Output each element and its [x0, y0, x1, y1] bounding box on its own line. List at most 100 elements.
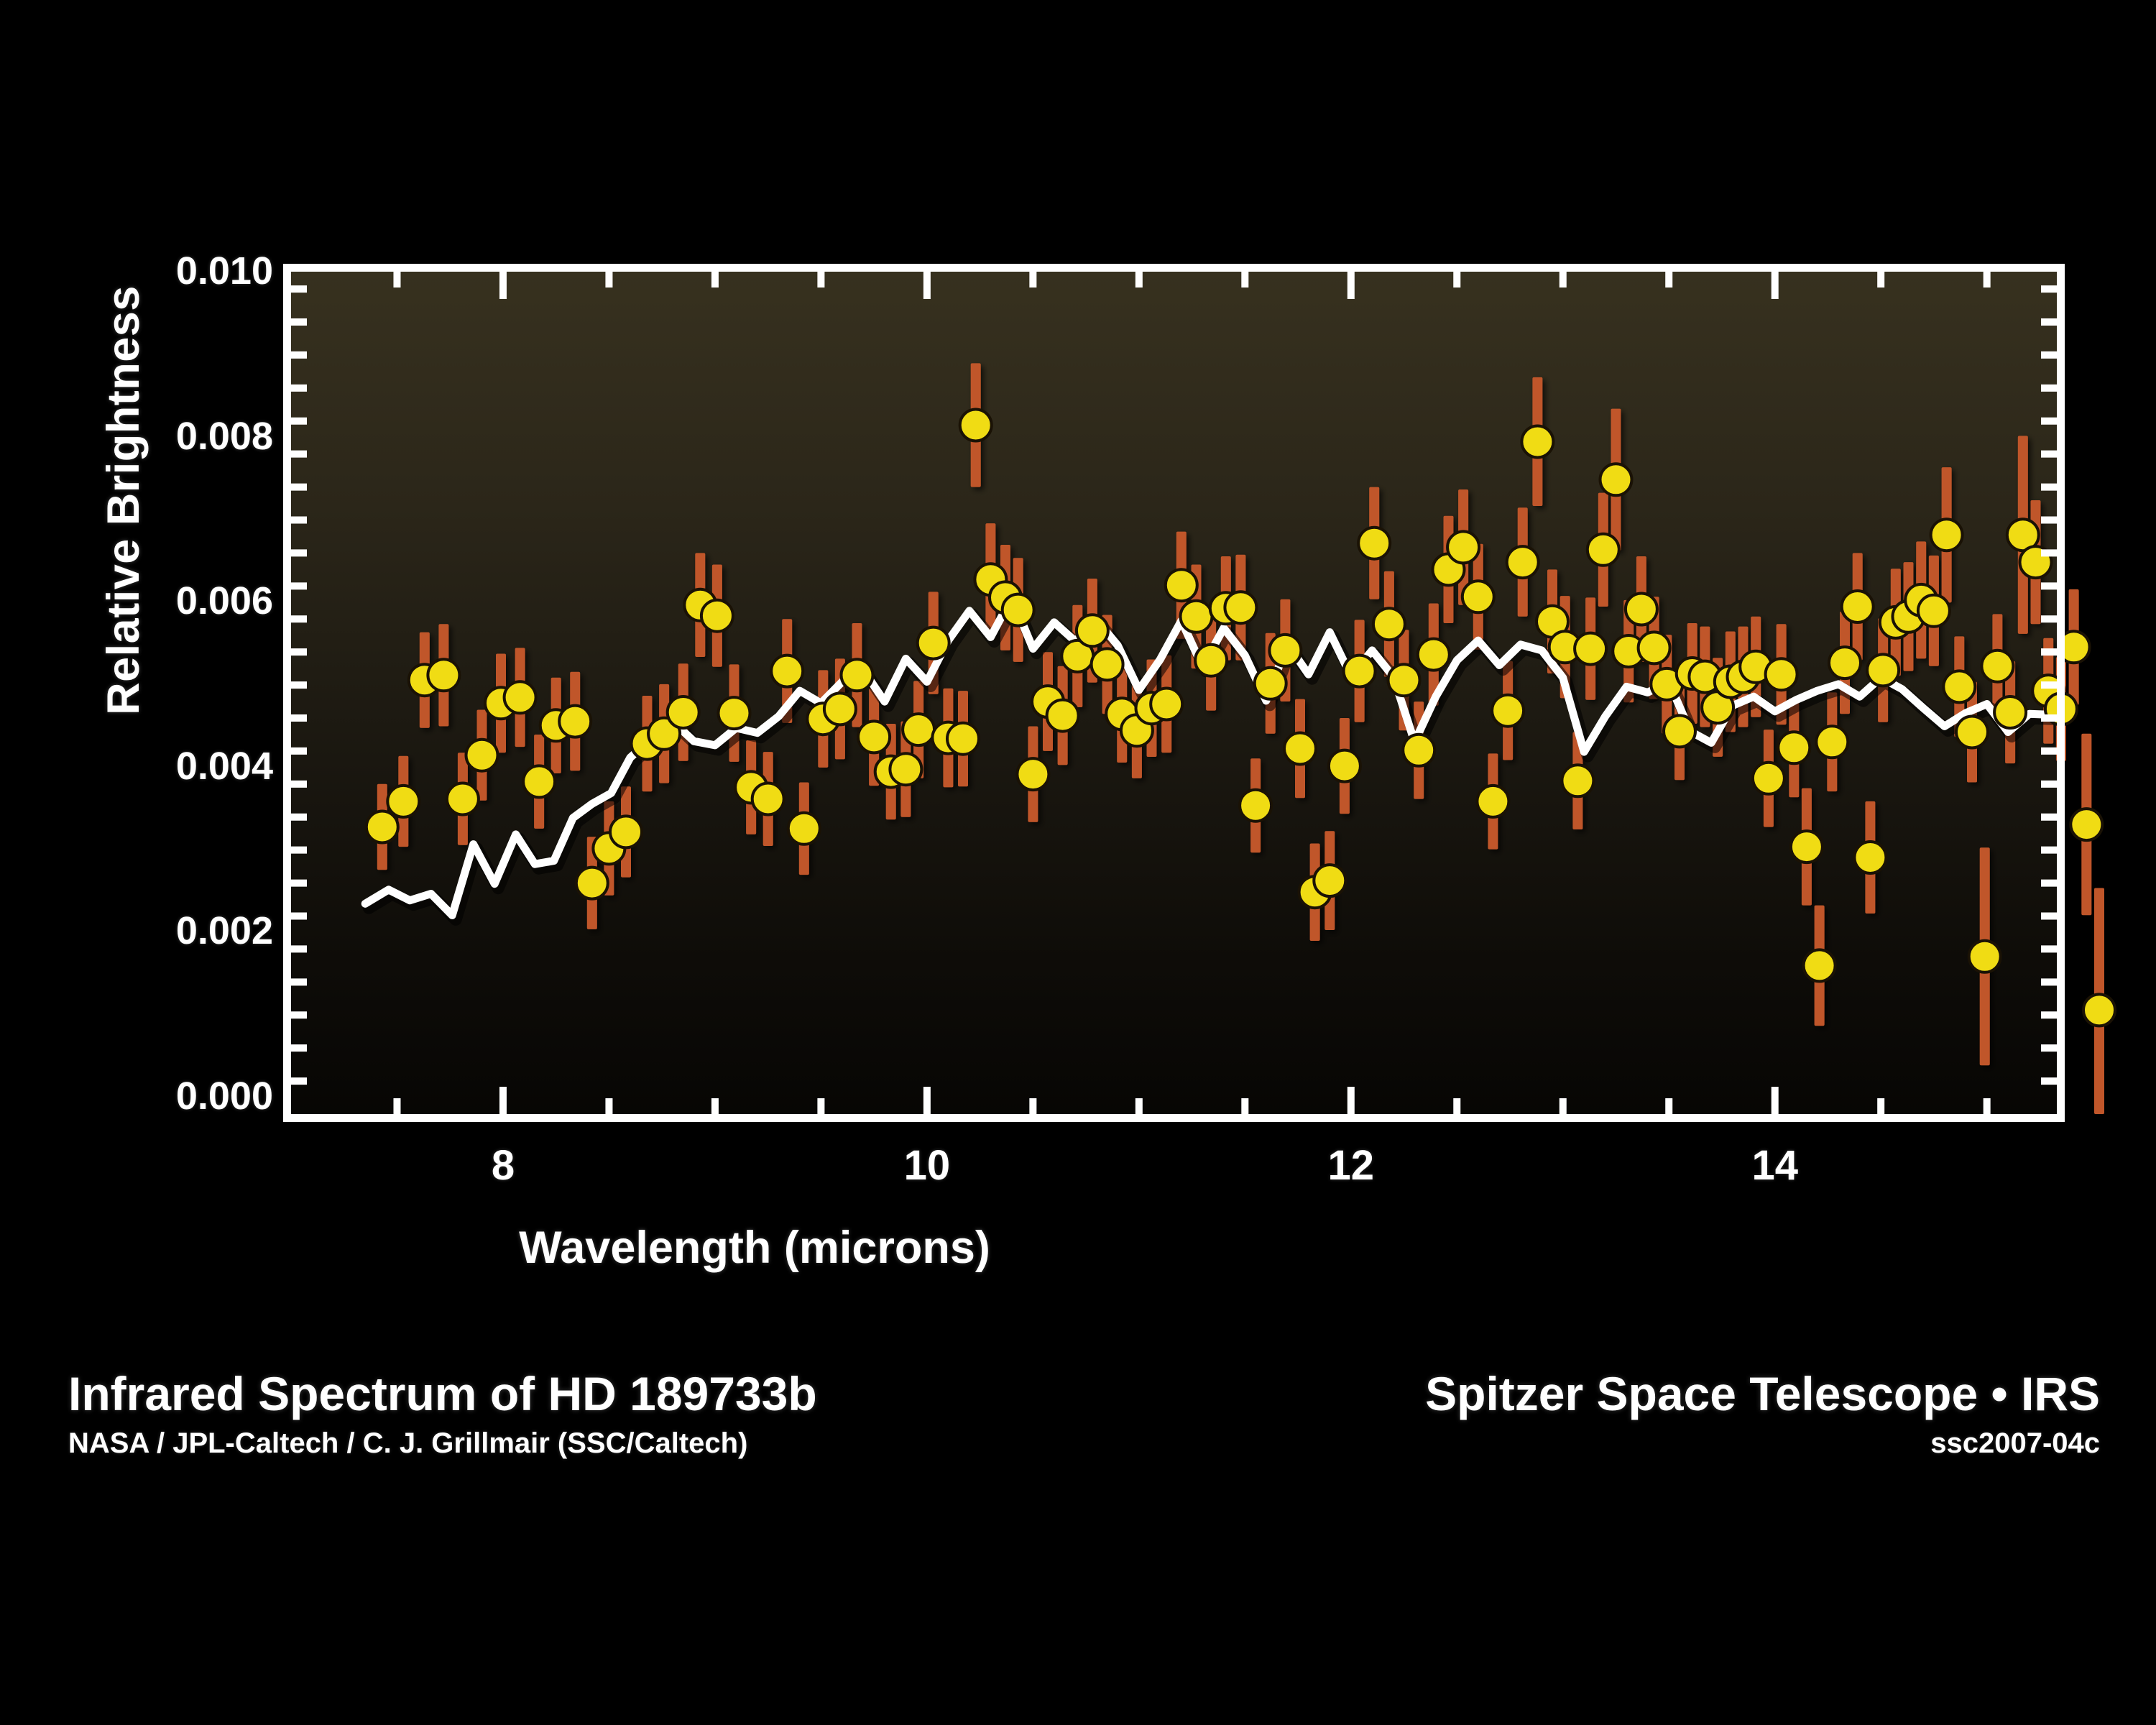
- data-point-marker: [786, 811, 821, 846]
- data-point-marker: [1371, 607, 1406, 642]
- y-tick-label: 0.006: [175, 579, 273, 623]
- data-point-marker: [1416, 637, 1451, 672]
- data-point-marker: [1520, 424, 1555, 459]
- data-point-marker: [647, 716, 682, 751]
- data-point-marker: [1015, 757, 1051, 792]
- data-point-marker: [1223, 590, 1258, 625]
- data-point-marker: [502, 680, 538, 715]
- x-tick-label: 12: [1327, 1142, 1375, 1189]
- data-point-marker: [558, 704, 593, 739]
- data-point-marker: [1585, 532, 1621, 567]
- data-point-marker: [1000, 592, 1036, 627]
- data-point-marker: [1164, 568, 1199, 603]
- data-point-marker: [770, 653, 805, 689]
- data-point-marker: [1401, 732, 1437, 768]
- y-tick-label: 0.000: [175, 1074, 273, 1118]
- x-tick-label: 8: [491, 1142, 515, 1189]
- data-point-marker: [1598, 462, 1634, 497]
- data-point-marker: [609, 814, 643, 850]
- data-point-marker: [1828, 645, 1862, 681]
- data-point-marker: [2069, 807, 2104, 842]
- y-tick-label: 0.004: [175, 744, 273, 788]
- data-point-marker: [1179, 599, 1214, 634]
- data-point-marker: [750, 781, 786, 816]
- data-point-marker: [1942, 669, 1977, 704]
- data-point-marker: [2082, 993, 2116, 1028]
- x-tick-label: 14: [1751, 1142, 1798, 1189]
- data-point-marker: [1491, 693, 1526, 728]
- data-point-marker: [888, 752, 923, 787]
- y-tick-label: 0.008: [175, 414, 273, 458]
- y-tick-label: 0.010: [175, 249, 273, 293]
- data-point-marker: [1573, 631, 1608, 666]
- data-point-marker: [1312, 863, 1348, 898]
- figure-title: Infrared Spectrum of HD 189733b: [68, 1367, 817, 1420]
- data-point-marker: [1764, 657, 1799, 692]
- data-point-marker: [699, 598, 734, 633]
- data-point-marker: [522, 764, 557, 799]
- data-point-marker: [1149, 686, 1184, 722]
- data-point-marker: [1386, 663, 1422, 698]
- x-tick-label: 10: [903, 1142, 951, 1189]
- data-point-marker: [901, 712, 936, 748]
- data-point-marker: [1194, 643, 1229, 678]
- data-point-marker: [1955, 714, 1989, 750]
- data-point-marker: [464, 737, 499, 773]
- data-point-marker: [1802, 948, 1837, 983]
- data-point-marker: [1089, 647, 1125, 682]
- data-point-marker: [1560, 763, 1595, 799]
- data-point-marker: [364, 809, 400, 845]
- data-markers-layer: [364, 408, 2116, 1028]
- data-point-marker: [1253, 666, 1288, 701]
- data-point-marker: [1074, 613, 1110, 648]
- data-point-marker: [1268, 632, 1303, 668]
- data-point-marker: [1327, 748, 1362, 783]
- data-point-marker: [1789, 829, 1824, 865]
- data-point-marker: [1751, 760, 1786, 796]
- data-point-marker: [1623, 592, 1659, 627]
- data-point-marker: [1916, 593, 1951, 628]
- data-point-marker: [839, 658, 875, 693]
- data-point-marker: [574, 865, 609, 901]
- data-point-marker: [717, 696, 752, 731]
- data-point-marker: [1866, 653, 1901, 688]
- data-point-marker: [665, 695, 701, 730]
- data-point-marker: [1840, 589, 1875, 624]
- data-point-marker: [1238, 788, 1273, 823]
- data-point-marker: [1283, 731, 1317, 766]
- data-point-marker: [1815, 724, 1850, 760]
- data-point-marker: [445, 781, 480, 816]
- x-axis-title: Wavelength (microns): [519, 1223, 990, 1273]
- data-point-marker: [1505, 545, 1540, 580]
- data-point-marker: [1853, 840, 1888, 875]
- data-point-marker: [1342, 653, 1377, 689]
- data-point-marker: [857, 719, 892, 755]
- data-point-marker: [1636, 630, 1672, 666]
- data-point-marker: [1446, 530, 1481, 565]
- plot-frame: [283, 264, 2065, 1122]
- data-point-marker: [426, 658, 461, 693]
- y-tick-label: 0.002: [175, 909, 273, 953]
- data-point-marker: [1777, 730, 1812, 765]
- caption-left: Infrared Spectrum of HD 189733b NASA / J…: [68, 1369, 817, 1460]
- data-point-marker: [1460, 579, 1496, 615]
- data-point-marker: [1929, 518, 1964, 553]
- data-point-marker: [822, 691, 857, 727]
- axes-frame: [283, 264, 2065, 1122]
- data-point-marker: [958, 408, 993, 443]
- release-id: ssc2007-04c: [1930, 1427, 2100, 1459]
- data-point-marker: [1045, 698, 1080, 733]
- figure-credit: NASA / JPL-Caltech / C. J. Grillmair (SS…: [68, 1427, 748, 1459]
- data-point-marker: [1475, 783, 1511, 819]
- data-point-marker: [1980, 648, 2015, 684]
- data-point-marker: [1993, 695, 2028, 730]
- data-point-marker: [946, 721, 980, 756]
- data-point-marker: [916, 625, 951, 661]
- data-point-marker: [386, 783, 421, 819]
- data-point-marker: [1357, 525, 1392, 561]
- observatory-title: Spitzer Space Telescope • IRS: [1425, 1367, 2100, 1420]
- data-point-marker: [1967, 939, 2002, 974]
- data-point-marker: [1662, 714, 1697, 749]
